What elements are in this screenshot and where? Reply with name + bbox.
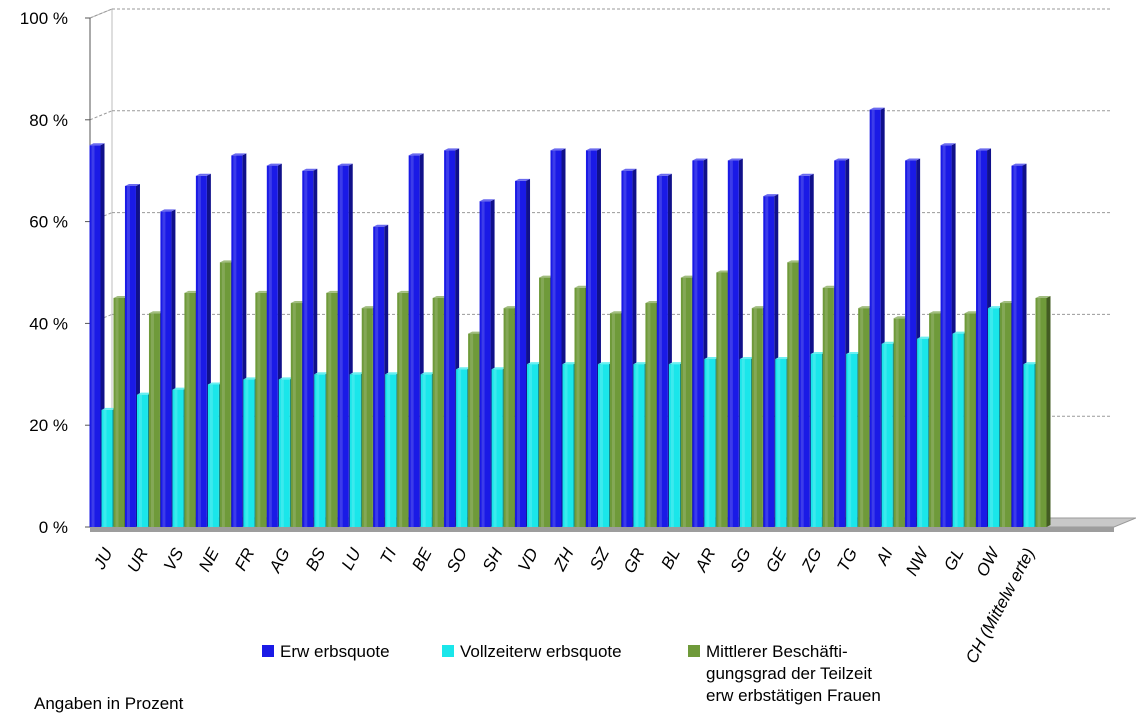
x-tick-label: NE — [195, 544, 223, 574]
x-tick-label: LU — [338, 544, 365, 573]
legend-swatch — [688, 645, 700, 657]
legend-item: Vollzeiterw erbsquote — [442, 641, 622, 663]
y-tick-label: 60 % — [29, 213, 68, 232]
x-tick-label: BS — [302, 544, 330, 574]
x-tick-label: GE — [762, 544, 791, 575]
legend-swatch — [442, 645, 454, 657]
x-tick-label: ZG — [797, 545, 825, 576]
legend-item: Mittlerer Beschäfti- gungsgrad der Teilz… — [688, 641, 881, 707]
y-tick-label: 40 % — [29, 314, 68, 333]
x-tick-label: SH — [479, 544, 507, 574]
x-tick-label: VD — [514, 545, 542, 575]
x-tick-label: GR — [620, 545, 649, 576]
legend-label: Erw erbsquote — [280, 642, 390, 661]
x-tick-label: JU — [90, 544, 117, 573]
y-tick-label: 20 % — [29, 416, 68, 435]
y-tick-label: 0 % — [39, 518, 68, 537]
gridline-side — [89, 110, 113, 121]
y-tick-label: 80 % — [29, 111, 68, 130]
x-tick-label: UR — [124, 545, 152, 576]
x-tick-label: SG — [727, 545, 755, 576]
legend-label: Mittlerer Beschäfti- gungsgrad der Teilz… — [706, 642, 881, 705]
x-tick-label: BL — [657, 545, 684, 572]
x-tick-label: AR — [691, 545, 719, 576]
x-tick-label: TI — [376, 545, 400, 568]
legend-item: Erw erbsquote — [262, 641, 390, 663]
x-tick-label: OW — [973, 543, 1004, 579]
x-tick-label: AI — [872, 545, 897, 569]
legend-label: Vollzeiterw erbsquote — [460, 642, 622, 661]
x-tick-label: ZH — [550, 544, 578, 574]
floor-edge — [90, 527, 1114, 532]
legend-swatch — [262, 645, 274, 657]
x-tick-label: SO — [443, 545, 471, 576]
x-tick-label: TG — [833, 545, 861, 575]
x-tick-label: VS — [160, 544, 188, 574]
x-tick-label: NW — [902, 543, 933, 579]
bar-CH (Mittelwerte)-s3 — [1035, 295, 1051, 527]
y-tick-label: 100 % — [20, 9, 68, 28]
gridline-side — [89, 8, 113, 19]
x-tick-label: AG — [265, 545, 294, 576]
x-tick-label: SZ — [586, 544, 613, 573]
x-tick-label: FR — [231, 545, 258, 574]
x-tick-label: CH (Mittelw erte) — [962, 545, 1039, 667]
x-tick-label: GL — [940, 545, 967, 574]
unit-note: Angaben in Prozent — [34, 694, 184, 713]
x-tick-label: BE — [408, 544, 436, 574]
